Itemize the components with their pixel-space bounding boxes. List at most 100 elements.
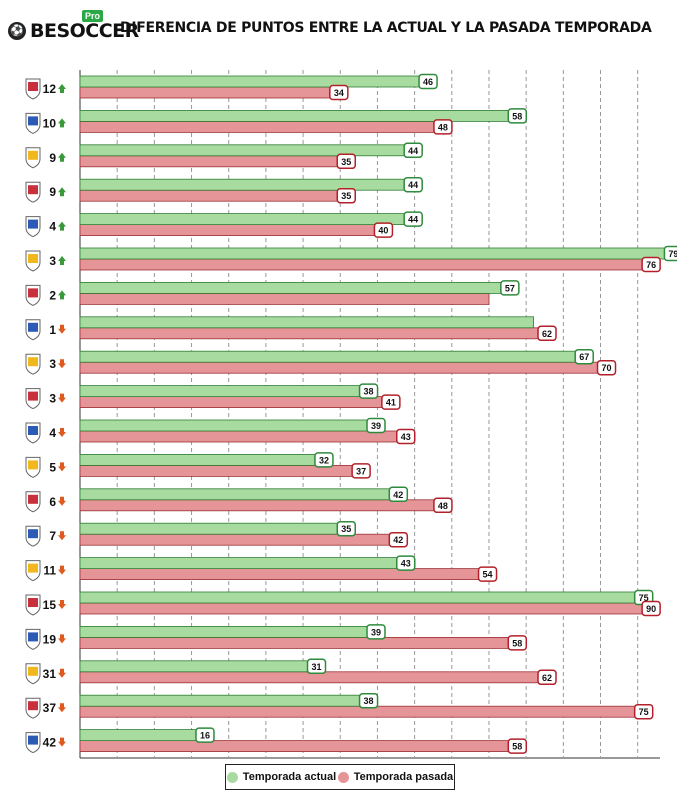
data-label-current-box xyxy=(395,555,416,571)
data-label-previous: 48 xyxy=(438,122,448,132)
bar-previous xyxy=(79,705,639,718)
bar-current xyxy=(79,213,408,226)
bar-previous xyxy=(79,189,341,202)
data-label-current-box xyxy=(418,73,438,90)
data-label-previous-box xyxy=(433,119,453,135)
difference-value: 19 xyxy=(43,632,57,646)
arrow-down-icon xyxy=(58,668,66,678)
data-label-current: 31 xyxy=(312,662,322,672)
bar-current xyxy=(79,660,311,673)
data-label-previous: 42 xyxy=(393,535,403,545)
data-label-current: 43 xyxy=(401,559,411,569)
celta-crest-icon xyxy=(25,78,41,100)
data-label-current: 42 xyxy=(393,490,403,500)
data-label-current-box xyxy=(336,520,357,537)
data-label-previous: 48 xyxy=(438,501,448,511)
data-label-current: 44 xyxy=(408,146,418,156)
data-label-previous: 54 xyxy=(483,570,493,580)
data-label-previous-box xyxy=(641,256,661,273)
bar-previous xyxy=(79,121,438,133)
girona-crest-icon xyxy=(25,697,41,719)
bar-current xyxy=(79,729,200,741)
arrow-down-icon xyxy=(58,462,66,472)
real-sociedad-crest-icon xyxy=(25,560,41,582)
difference-value: 4 xyxy=(49,426,56,440)
data-label-current: 39 xyxy=(371,421,381,431)
difference-value: 42 xyxy=(43,736,57,750)
data-label-current: 46 xyxy=(423,77,433,87)
data-label-current: 38 xyxy=(364,387,374,397)
arrow-down-icon xyxy=(58,359,66,369)
difference-value: 9 xyxy=(49,185,56,199)
arrow-down-icon xyxy=(58,496,66,506)
data-label-previous-box xyxy=(507,635,528,651)
brand-pro-badge: Pro xyxy=(82,10,104,22)
data-label-previous-box xyxy=(388,531,409,548)
betis-crest-icon xyxy=(25,284,41,306)
data-label-previous: 76 xyxy=(646,260,656,270)
data-label-previous: 37 xyxy=(356,466,366,476)
atletico-crest-icon xyxy=(25,353,41,375)
data-label-previous-box xyxy=(351,463,371,479)
data-label-current-box xyxy=(195,727,215,743)
bar-current xyxy=(79,75,423,88)
data-label-previous-box xyxy=(633,703,654,720)
difference-value: 12 xyxy=(43,82,57,96)
data-label-current-box xyxy=(663,245,677,262)
bar-previous xyxy=(79,327,542,340)
data-label-current-box xyxy=(314,452,334,468)
data-label-current-box xyxy=(306,658,327,675)
data-label-previous: 75 xyxy=(639,707,649,717)
bar-current xyxy=(79,419,371,432)
bar-previous xyxy=(79,637,512,649)
arrow-down-icon xyxy=(58,565,66,575)
bar-current xyxy=(79,281,505,294)
legend-swatch-previous xyxy=(337,771,349,783)
data-label-current-box xyxy=(574,348,594,365)
arrow-down-icon xyxy=(58,703,66,713)
difference-value: 6 xyxy=(49,495,56,509)
bar-previous xyxy=(79,602,646,615)
data-label-current-box xyxy=(388,486,409,503)
data-label-current-box xyxy=(500,280,520,296)
valladolid-crest-icon xyxy=(25,732,41,754)
data-label-previous: 41 xyxy=(386,398,396,408)
header: ⚽ BESOCCER Pro DIFERENCIA DE PUNTOS ENTR… xyxy=(0,0,677,60)
bar-current xyxy=(79,694,363,707)
data-label-previous: 40 xyxy=(378,226,388,236)
data-label-current: 44 xyxy=(408,180,418,190)
arrow-up-icon xyxy=(58,84,66,93)
data-label-previous-box xyxy=(381,394,401,410)
bar-current xyxy=(79,316,534,329)
data-label-previous-box xyxy=(336,187,357,204)
data-label-previous: 62 xyxy=(542,673,552,683)
valencia-crest-icon xyxy=(25,491,41,513)
difference-value: 2 xyxy=(49,288,56,302)
data-label-previous: 35 xyxy=(341,191,351,201)
bar-current xyxy=(79,626,371,638)
bar-previous xyxy=(79,292,490,305)
data-label-current: 35 xyxy=(341,524,351,534)
data-label-current: 57 xyxy=(505,283,515,293)
arrow-down-icon xyxy=(58,737,66,747)
arrow-down-icon xyxy=(58,531,66,541)
difference-value: 3 xyxy=(49,392,56,406)
data-label-current-box xyxy=(366,417,386,434)
besoccer-logo: ⚽ BESOCCER Pro xyxy=(8,10,139,44)
bar-current xyxy=(79,522,341,535)
bar-previous xyxy=(79,568,482,580)
difference-value: 5 xyxy=(49,460,56,474)
bar-current xyxy=(79,453,319,466)
leganes-crest-icon xyxy=(25,663,41,685)
arrow-down-icon xyxy=(58,393,66,403)
data-label-previous-box xyxy=(537,325,557,342)
data-label-previous: 35 xyxy=(341,157,351,167)
bar-previous xyxy=(79,740,512,752)
bar-current xyxy=(79,385,363,398)
data-label-previous: 70 xyxy=(602,363,612,373)
data-label-previous: 62 xyxy=(542,329,552,339)
sevilla-crest-icon xyxy=(25,388,41,410)
difference-value: 10 xyxy=(43,116,57,130)
data-label-previous-box xyxy=(329,84,349,101)
